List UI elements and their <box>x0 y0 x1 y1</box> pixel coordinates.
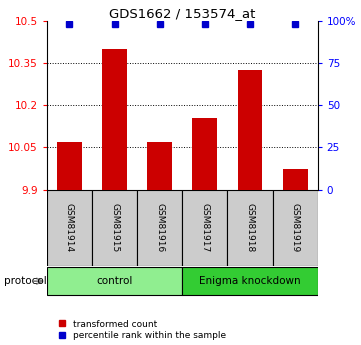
Text: GSM81915: GSM81915 <box>110 203 119 252</box>
Text: GSM81917: GSM81917 <box>200 203 209 252</box>
Bar <box>192 118 217 190</box>
Text: GSM81918: GSM81918 <box>245 203 255 252</box>
Bar <box>283 169 308 190</box>
Title: GDS1662 / 153574_at: GDS1662 / 153574_at <box>109 7 256 20</box>
Bar <box>47 190 92 266</box>
Text: GSM81919: GSM81919 <box>291 203 300 252</box>
Bar <box>102 49 127 190</box>
Bar <box>227 190 273 266</box>
Bar <box>182 267 318 295</box>
Legend: transformed count, percentile rank within the sample: transformed count, percentile rank withi… <box>59 320 226 341</box>
Text: GSM81914: GSM81914 <box>65 203 74 252</box>
Bar <box>273 190 318 266</box>
Bar <box>92 190 137 266</box>
Bar <box>147 142 172 190</box>
Text: GSM81916: GSM81916 <box>155 203 164 252</box>
Bar <box>137 190 182 266</box>
Text: control: control <box>96 276 133 286</box>
Text: Enigma knockdown: Enigma knockdown <box>199 276 301 286</box>
Text: protocol: protocol <box>4 276 46 286</box>
Bar <box>182 190 227 266</box>
Bar <box>47 267 182 295</box>
Bar <box>57 142 82 190</box>
Bar <box>238 70 262 190</box>
